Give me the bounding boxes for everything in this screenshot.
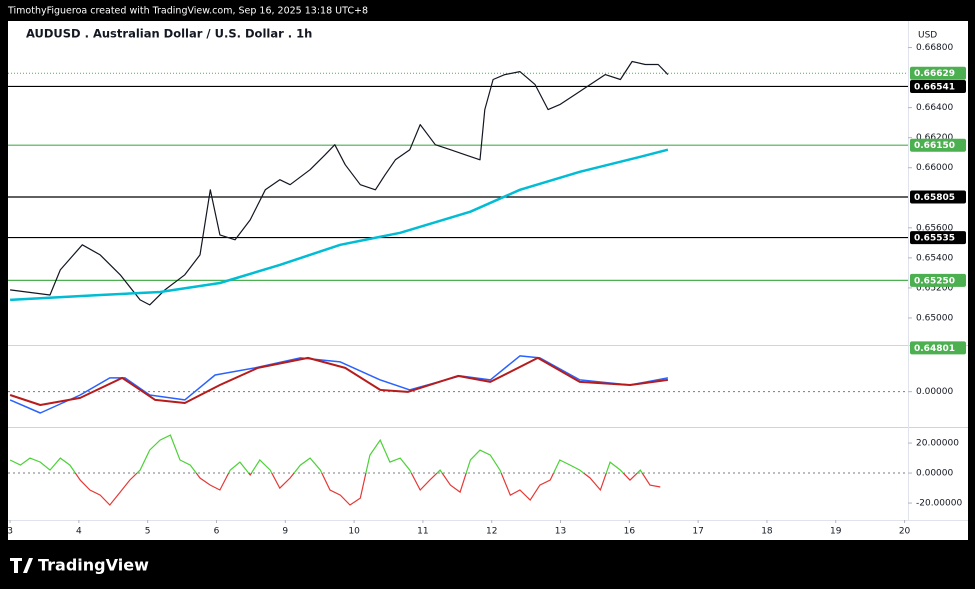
- price-tag-label: 0.65805: [914, 193, 955, 203]
- series-line: [9, 356, 669, 406]
- series-line: [10, 148, 669, 302]
- chart-title: AUDUSD . Australian Dollar / U.S. Dollar…: [26, 27, 312, 41]
- y-tick-label: 0.65400: [916, 253, 953, 263]
- x-tick-label: 11: [417, 527, 428, 537]
- price-tag: [910, 138, 966, 152]
- x-tick-label: 6: [214, 527, 220, 537]
- y-tick-label: 0.65600: [916, 223, 953, 233]
- y-tick-label: 0.66200: [916, 133, 953, 143]
- price-tag: [910, 231, 966, 245]
- y-tick-label: 0.00000: [916, 469, 953, 479]
- y-tick-label: 20.00000: [916, 439, 959, 449]
- x-tick-label: 4: [76, 527, 82, 537]
- y-tick-label: 0.66800: [916, 43, 953, 53]
- x-tick-label: 20: [899, 527, 911, 537]
- y-tick-label: 0.66000: [916, 163, 953, 173]
- price-tag: [910, 273, 966, 287]
- x-tick-label: 9: [282, 527, 288, 537]
- price-tag-label: 0.66150: [914, 141, 955, 151]
- y-tick-label: -20.00000: [916, 499, 962, 509]
- series-line-below: [74, 473, 661, 506]
- price-tag-label: 0.65250: [914, 276, 955, 286]
- y-tick-label: 0.65000: [916, 313, 953, 323]
- x-tick-label: 3: [7, 527, 13, 537]
- price-tag-label: 0.64801: [914, 344, 955, 354]
- series-line: [10, 60, 669, 306]
- x-tick-label: 12: [486, 527, 497, 537]
- x-tick-label: 18: [761, 527, 773, 537]
- logo-mark: [10, 558, 33, 573]
- x-tick-label: 5: [145, 527, 151, 537]
- x-tick-label: 16: [624, 527, 636, 537]
- price-tag: [910, 79, 966, 93]
- y-tick-label: 0.00000: [916, 387, 953, 397]
- x-tick-label: 10: [348, 527, 360, 537]
- price-tag-label: 0.66629: [914, 69, 955, 79]
- brand-logo: TradingView: [10, 556, 149, 575]
- credit: TimothyFigueroa created with TradingView…: [7, 6, 368, 17]
- x-tick-label: 19: [830, 527, 842, 537]
- price-tag: [910, 190, 966, 204]
- y-tick-label: 0.66400: [916, 103, 953, 113]
- currency: USD: [918, 31, 937, 41]
- price-tag-label: 0.66541: [914, 82, 955, 92]
- x-tick-label: 17: [692, 527, 703, 537]
- x-tick-label: 13: [555, 527, 566, 537]
- plot: 0.66800 0.66400 0.66200 0.66000 0.65600 0.654…: [7, 43, 966, 537]
- price-tag-label: 0.65535: [914, 234, 955, 244]
- price-tag: [910, 341, 966, 355]
- price-tag: [910, 66, 966, 80]
- brand: TradingView: [38, 556, 149, 575]
- y-tick-label: 0.65200: [916, 283, 953, 293]
